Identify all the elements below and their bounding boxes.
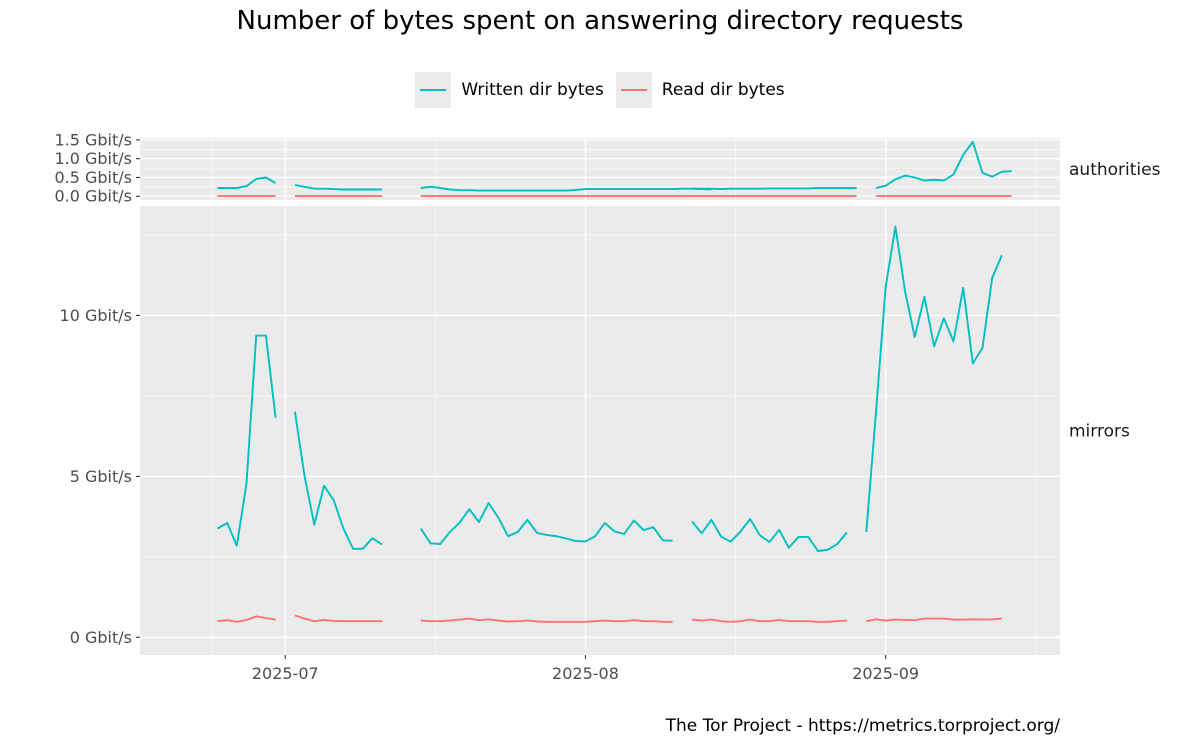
series-line-written-mirrors — [865, 225, 1003, 533]
series-line-written-mirrors — [217, 334, 277, 547]
series-line-read-mirrors — [691, 618, 847, 623]
series-line-read-mirrors — [294, 614, 383, 623]
y-tick-label-authorities: 1.5 Gbit/s — [54, 130, 132, 149]
panel-background-mirrors — [140, 206, 1060, 655]
series-line-written-authorities — [217, 176, 277, 189]
series-line-written-authorities — [692, 187, 857, 191]
facet-label-authorities: authorities — [1069, 160, 1161, 180]
y-tick-label-mirrors: 10 Gbit/s — [60, 306, 132, 325]
series-line-written-mirrors — [691, 517, 848, 552]
series-line-written-mirrors — [293, 411, 383, 550]
panel-background-authorities — [140, 138, 1060, 200]
legend-label-written: Written dir bytes — [461, 80, 604, 100]
y-tick-label-mirrors: 0 Gbit/s — [70, 628, 132, 647]
y-tick-label-authorities: 0.5 Gbit/s — [54, 168, 132, 187]
y-tick-label-authorities: 1.0 Gbit/s — [54, 149, 132, 168]
series-line-written-authorities — [875, 140, 1012, 189]
x-tick-label: 2025-08 — [552, 664, 619, 683]
legend-key-written — [415, 72, 452, 108]
facet-label-mirrors: mirrors — [1069, 422, 1130, 442]
y-tick-label-mirrors: 5 Gbit/s — [70, 467, 132, 486]
legend: Written dir bytes Read dir bytes — [0, 72, 1200, 108]
series-line-read-mirrors — [420, 617, 673, 623]
legend-key-read — [615, 72, 652, 108]
legend-item-written: Written dir bytes — [415, 72, 604, 108]
series-line-read-mirrors — [866, 617, 1002, 623]
legend-item-read: Read dir bytes — [615, 72, 785, 108]
series-line-read-mirrors — [217, 615, 276, 623]
x-tick-label: 2025-07 — [252, 664, 319, 683]
chart-title: Number of bytes spent on answering direc… — [236, 6, 964, 36]
series-line-written-authorities — [420, 185, 712, 192]
legend-label-read: Read dir bytes — [661, 80, 785, 100]
y-tick-label-authorities: 0.0 Gbit/s — [54, 187, 132, 206]
series-line-written-authorities — [294, 184, 383, 191]
chart-caption: The Tor Project - https://metrics.torpro… — [665, 716, 1060, 736]
series-line-written-mirrors — [420, 502, 673, 545]
x-tick-label: 2025-09 — [852, 664, 919, 683]
